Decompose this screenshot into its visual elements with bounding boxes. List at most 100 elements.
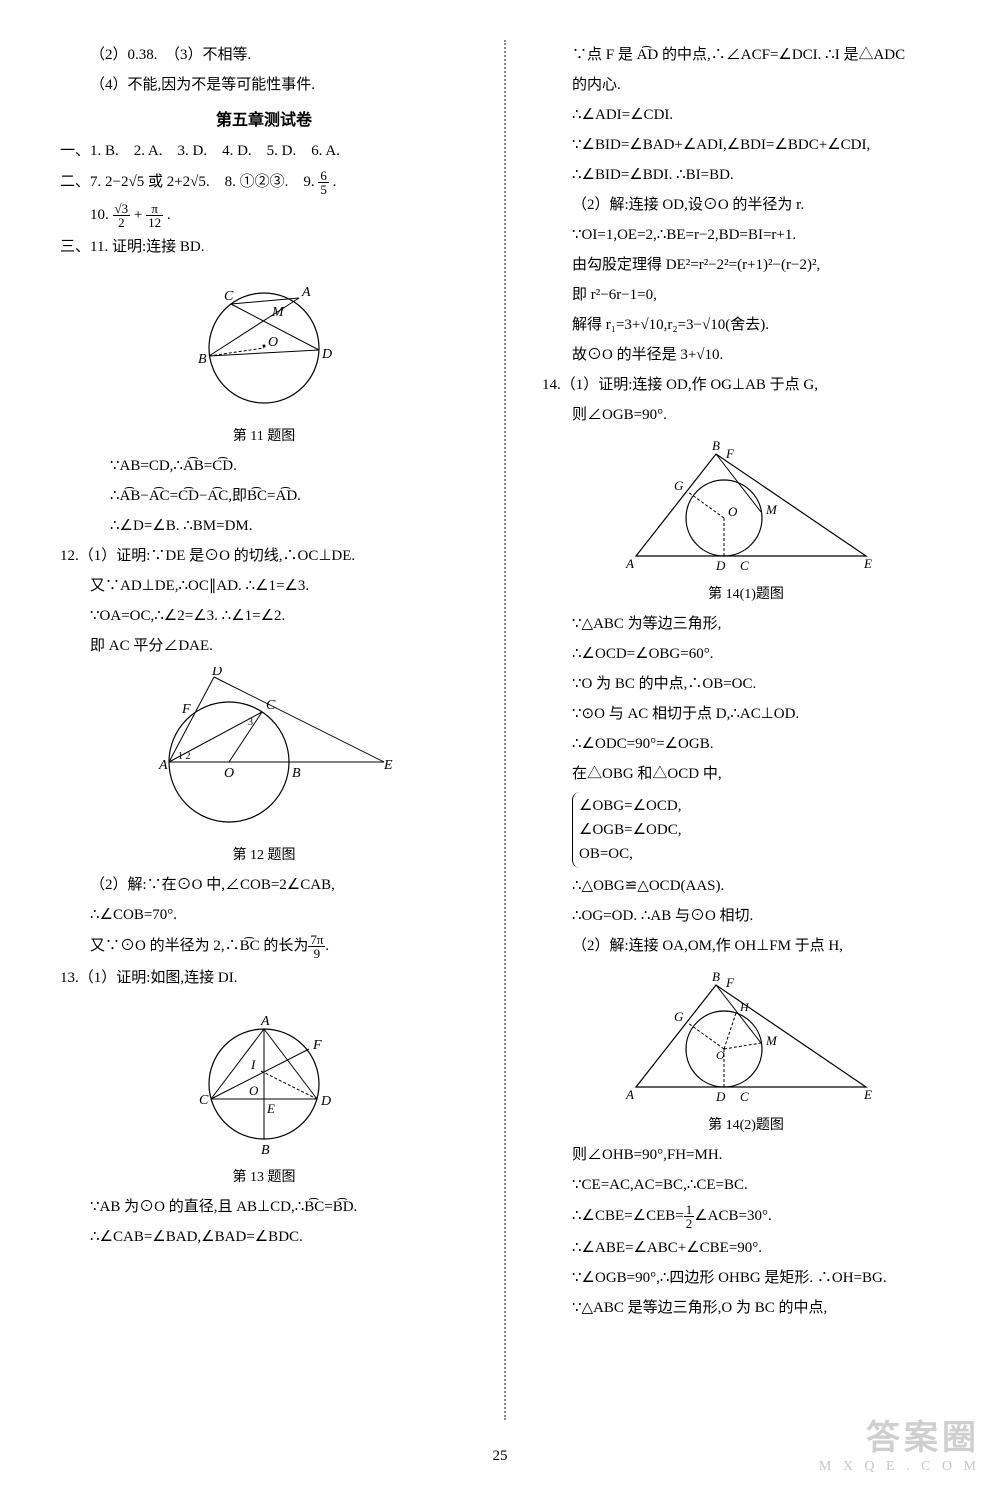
text: ∴∠COB=70°. xyxy=(60,903,468,927)
text: （2）0.38. （3）不相等. xyxy=(60,43,468,67)
triangle xyxy=(636,985,866,1087)
lbl-d: D xyxy=(320,1094,331,1109)
right-column: ∵点 F 是 A͡D 的中点,∴∠ACF=∠DCI. ∴I 是△ADC 的内心.… xyxy=(542,40,950,1420)
lbl-o: O xyxy=(224,766,234,781)
dash-id xyxy=(261,1071,317,1099)
lbl-o: O xyxy=(716,1048,725,1062)
fig11-svg: C A M B D O xyxy=(174,268,354,418)
line-oc xyxy=(229,712,262,762)
figure-13: A F I C O D E B xyxy=(60,999,468,1164)
text: ∵CE=AC,AC=BC,∴CE=BC. xyxy=(542,1173,950,1197)
text: ∴∠CAB=∠BAD,∠BAD=∠BDC. xyxy=(60,1225,468,1249)
text: 又∵AD⊥DE,∴OC∥AD. ∴∠1=∠3. xyxy=(60,574,468,598)
lbl-g: G xyxy=(674,478,684,493)
lbl-g: G xyxy=(674,1009,684,1024)
text: 由勾股定理得 DE²=r²−2²=(r+1)²−(r−2)², xyxy=(542,253,950,277)
fig11-caption: 第 11 题图 xyxy=(60,425,468,445)
page: （2）0.38. （3）不相等. （4）不能,因为不是等可能性事件. 第五章测试… xyxy=(0,0,1000,1460)
figure-14a: B F G O M A D C E xyxy=(542,436,950,581)
lbl-c: C xyxy=(740,558,749,573)
lbl-b: B xyxy=(712,438,720,453)
chord-bd xyxy=(209,350,319,356)
fig13-svg: A F I C O D E B xyxy=(179,999,349,1159)
lbl-a: A xyxy=(625,1087,634,1102)
text: ∴∠ODC=90°=∠OGB. xyxy=(542,732,950,756)
fig12-caption: 第 12 题图 xyxy=(60,844,468,864)
triangle xyxy=(636,454,866,556)
text: . xyxy=(329,174,337,190)
fraction: 7π9 xyxy=(308,933,325,960)
line-ad xyxy=(169,677,214,762)
lbl-o: O xyxy=(249,1083,259,1098)
text: ∵OI=1,OE=2,∴BE=r−2,BD=BI=r+1. xyxy=(542,223,950,247)
lbl-a: A xyxy=(301,285,311,300)
text: ∵O 为 BC 的中点,∴OB=OC. xyxy=(542,672,950,696)
watermark: 答案圈 M X Q E . C O M xyxy=(819,1410,980,1475)
lbl-e: E xyxy=(383,758,393,773)
lbl-i: I xyxy=(250,1057,256,1072)
text: （4）不能,因为不是等可能性事件. xyxy=(60,73,468,97)
lbl-a: A xyxy=(260,1014,270,1029)
text: ∵⊙O 与 AC 相切于点 D,∴AC⊥OD. xyxy=(542,702,950,726)
dash-om xyxy=(724,1043,761,1049)
text: 即 r²−6r−1=0, xyxy=(542,283,950,307)
lbl-b: B xyxy=(261,1143,270,1158)
brace-block: ∠OBG=∠OCD, ∠OGB=∠ODC, OB=OC, xyxy=(542,792,950,868)
chapter-title: 第五章测试卷 xyxy=(60,106,468,130)
text: ∴△OBG≌△OCD(AAS). xyxy=(542,874,950,898)
watermark-main: 答案圈 xyxy=(819,1410,980,1459)
line-de xyxy=(214,677,384,762)
lbl-b: B xyxy=(198,352,207,367)
lbl-f: F xyxy=(725,446,735,461)
lbl-d: D xyxy=(211,667,222,679)
text: 12.（1）证明:∵DE 是⊙O 的切线,∴OC⊥DE. xyxy=(60,544,468,568)
text: ∴∠CBE=∠CEB= xyxy=(572,1208,684,1224)
text: . xyxy=(163,207,171,223)
text: 10. √32 + π12 . xyxy=(60,202,468,229)
left-column: （2）0.38. （3）不相等. （4）不能,因为不是等可能性事件. 第五章测试… xyxy=(60,40,468,1420)
center-dot xyxy=(263,345,266,348)
lbl-c: C xyxy=(740,1089,749,1104)
lbl-e: E xyxy=(266,1101,275,1116)
text: 则∠OGB=90°. xyxy=(542,403,950,427)
text: + xyxy=(130,207,146,223)
text: ∴A͡B−A͡C=C͡D−A͡C,即B͡C=A͡D. xyxy=(60,484,468,508)
lbl-d: D xyxy=(715,558,726,573)
text: ∴∠CBE=∠CEB=12∠ACB=30°. xyxy=(542,1203,950,1230)
lbl-m: M xyxy=(271,305,285,320)
text: ∵△ABC 为等边三角形, xyxy=(542,612,950,636)
text: （2）解:连接 OA,OM,作 OH⊥FM 于点 H, xyxy=(542,934,950,958)
lbl-e: E xyxy=(863,556,872,571)
fig14a-caption: 第 14(1)题图 xyxy=(542,583,950,603)
lbl-c: C xyxy=(224,289,234,304)
fraction: 12 xyxy=(684,1203,695,1230)
fraction: π12 xyxy=(146,202,163,229)
text: OB=OC, xyxy=(579,842,681,866)
text: ∠ACB=30°. xyxy=(694,1208,772,1224)
text: ∵点 F 是 A͡D 的中点,∴∠ACF=∠DCI. ∴I 是△ADC xyxy=(542,43,950,67)
line-cf xyxy=(211,1049,309,1099)
text: 二、7. 2−2√5 或 2+2√5. 8. ①②③. 9. xyxy=(60,174,318,190)
figure-12: D C F A O B E 1 2 3 xyxy=(60,667,468,842)
text: ∠OGB=∠ODC, xyxy=(579,818,681,842)
dash-og xyxy=(688,492,724,518)
text: 的内心. xyxy=(542,73,950,97)
text: ∵OA=OC,∴∠2=∠3. ∴∠1=∠2. xyxy=(60,604,468,628)
text: 14.（1）证明:连接 OD,作 OG⊥AB 于点 G, xyxy=(542,373,950,397)
text: （2）解:连接 OD,设⊙O 的半径为 r. xyxy=(542,193,950,217)
text: 三、11. 证明:连接 BD. xyxy=(60,235,468,259)
line-bm xyxy=(716,454,761,512)
fig14b-svg: B F H G O M A D C E xyxy=(616,967,876,1107)
lbl-o: O xyxy=(268,335,278,350)
text: 10. xyxy=(90,207,113,223)
chord-ca xyxy=(231,298,299,304)
lbl-a: A xyxy=(625,556,634,571)
text: （2）解:∵在⊙O 中,∠COB=2∠CAB, xyxy=(60,873,468,897)
text: 一、1. B. 2. A. 3. D. 4. D. 5. D. 6. A. xyxy=(60,139,468,163)
line-bm xyxy=(716,985,761,1043)
fig13-caption: 第 13 题图 xyxy=(60,1166,468,1186)
text: ∵∠OGB=90°,∴四边形 OHBG 是矩形. ∴OH=BG. xyxy=(542,1266,950,1290)
text: 又∵⊙O 的半径为 2,∴B͡C 的长为7π9. xyxy=(60,933,468,960)
column-divider xyxy=(504,40,506,1420)
text: ∠OBG=∠OCD, xyxy=(579,794,681,818)
